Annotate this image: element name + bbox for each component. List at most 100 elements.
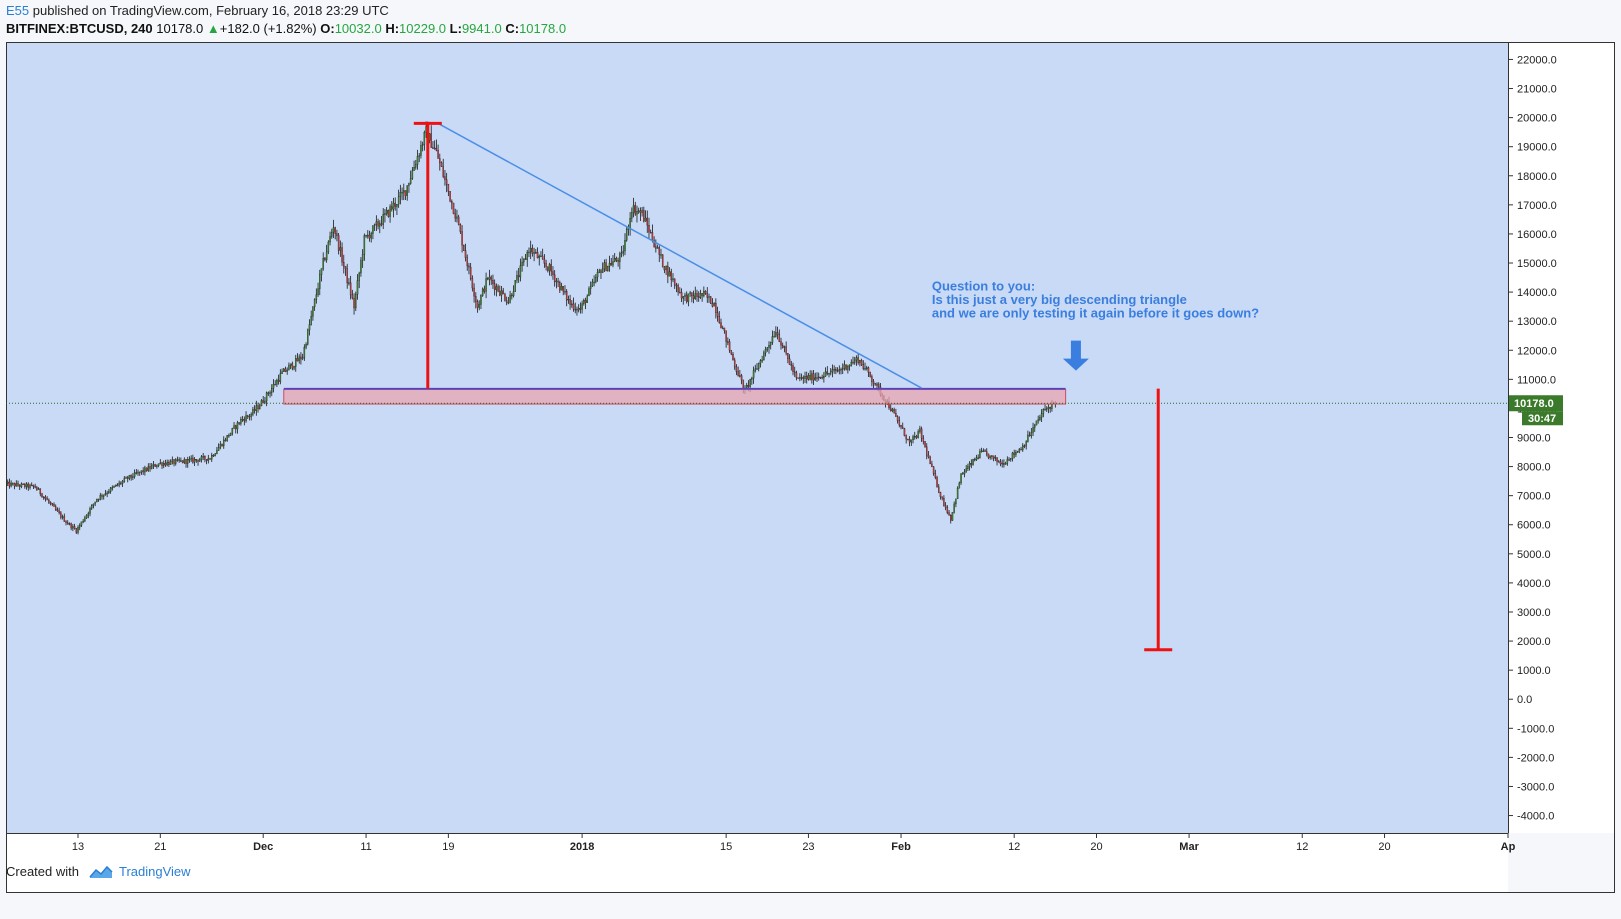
candle-body — [144, 467, 146, 473]
candle-body — [394, 202, 396, 207]
candle-body — [399, 192, 402, 197]
candle-body — [656, 247, 659, 249]
candle-body — [216, 450, 218, 454]
candle-body — [471, 278, 474, 289]
candle-body — [629, 218, 631, 229]
candle-body — [451, 201, 453, 204]
candle-body — [61, 516, 64, 518]
candle-body — [709, 296, 712, 304]
candle-body — [389, 206, 391, 217]
candle-body — [648, 225, 650, 233]
candle-body — [524, 258, 527, 260]
candle-body — [463, 244, 465, 251]
candle-body — [696, 293, 698, 297]
candle-body — [221, 443, 223, 447]
candle-body — [77, 527, 79, 533]
candle-body — [200, 456, 203, 460]
candle-body — [804, 376, 806, 379]
candle-body — [171, 459, 174, 462]
candle-body — [790, 364, 793, 366]
candle-body — [432, 147, 434, 149]
publication-line: E55 published on TradingView.com, Februa… — [6, 3, 389, 18]
candle-body — [934, 473, 937, 478]
candle-body — [1010, 458, 1012, 460]
tradingview-link[interactable]: TradingView — [118, 864, 191, 879]
candle-body — [332, 227, 335, 233]
candle-body — [684, 294, 686, 297]
candle-body — [204, 456, 206, 460]
candle-body — [913, 436, 916, 438]
candle-body — [493, 283, 496, 290]
candle-body — [337, 235, 340, 251]
candle-body — [228, 435, 230, 437]
candle-body — [197, 459, 199, 462]
published-text: published on TradingView.com, February 1… — [32, 3, 389, 18]
candle-body — [60, 512, 62, 518]
candle-body — [677, 285, 679, 293]
candle-body — [247, 415, 249, 417]
candle-body — [769, 342, 772, 346]
candle-body — [17, 483, 19, 486]
annotation-text: Question to you: — [932, 279, 1035, 294]
candle-body — [799, 377, 801, 379]
candle-body — [924, 441, 926, 447]
chart-frame[interactable]: 22000.0 21000.0 20000.0 19000.0 18000.0 17000… — [6, 42, 1615, 893]
candle-body — [891, 409, 894, 412]
chart-border — [6, 42, 1615, 893]
tradingview-logo-icon[interactable] — [89, 865, 113, 879]
candle-body — [403, 190, 405, 193]
candle-body — [737, 371, 739, 377]
candle-body — [207, 458, 210, 461]
candle-body — [816, 377, 818, 379]
candle-body — [349, 282, 352, 296]
candle-body — [658, 247, 661, 255]
author-link[interactable]: E55 — [6, 3, 30, 18]
candle-body — [944, 505, 947, 508]
candle-body — [742, 379, 745, 390]
candle-body — [99, 495, 102, 500]
candle-body — [356, 280, 359, 295]
candle-body — [1003, 463, 1005, 465]
candle-body — [1018, 448, 1021, 452]
candle-body — [281, 371, 283, 374]
candle-body — [300, 356, 302, 360]
candle-body — [950, 514, 952, 521]
candle-body — [829, 371, 832, 374]
candle-body — [588, 288, 590, 297]
candle-body — [812, 373, 815, 381]
y-tick-label: 20000.0 — [1517, 113, 1557, 125]
candle-body — [776, 332, 779, 335]
y-tick-label: -2000.0 — [1517, 752, 1554, 764]
candle-body — [351, 294, 354, 299]
candle-body — [596, 272, 599, 278]
candle-body — [478, 304, 480, 308]
candle-body — [72, 526, 74, 529]
candle-body — [276, 379, 278, 385]
candle-body — [773, 336, 775, 338]
candle-body — [713, 303, 715, 307]
candle-body — [413, 167, 415, 171]
candle-body — [600, 270, 602, 273]
high-label: H: — [385, 21, 400, 36]
candle-body — [202, 456, 204, 458]
candle-body — [217, 447, 220, 451]
candle-body — [430, 133, 432, 148]
x-tick-label: 15 — [720, 841, 732, 853]
candle-body — [703, 291, 705, 296]
candle-body — [699, 293, 702, 298]
x-tick-label: 21 — [154, 841, 166, 853]
candle-body — [128, 474, 131, 479]
y-tick-label: 18000.0 — [1517, 171, 1557, 183]
candle-body — [336, 233, 338, 236]
candle-body — [264, 400, 266, 403]
price-chart[interactable]: 22000.0 21000.0 20000.0 19000.0 18000.0 17000… — [6, 42, 1615, 893]
candle-body — [872, 381, 875, 384]
candle-body — [195, 459, 198, 461]
candle-body — [716, 312, 719, 317]
open-value: 10032.0 — [334, 21, 382, 36]
candle-body — [25, 483, 28, 487]
candle-body — [783, 346, 786, 348]
candle-body — [265, 392, 268, 402]
candle-body — [344, 265, 347, 269]
candle-body — [835, 369, 837, 371]
